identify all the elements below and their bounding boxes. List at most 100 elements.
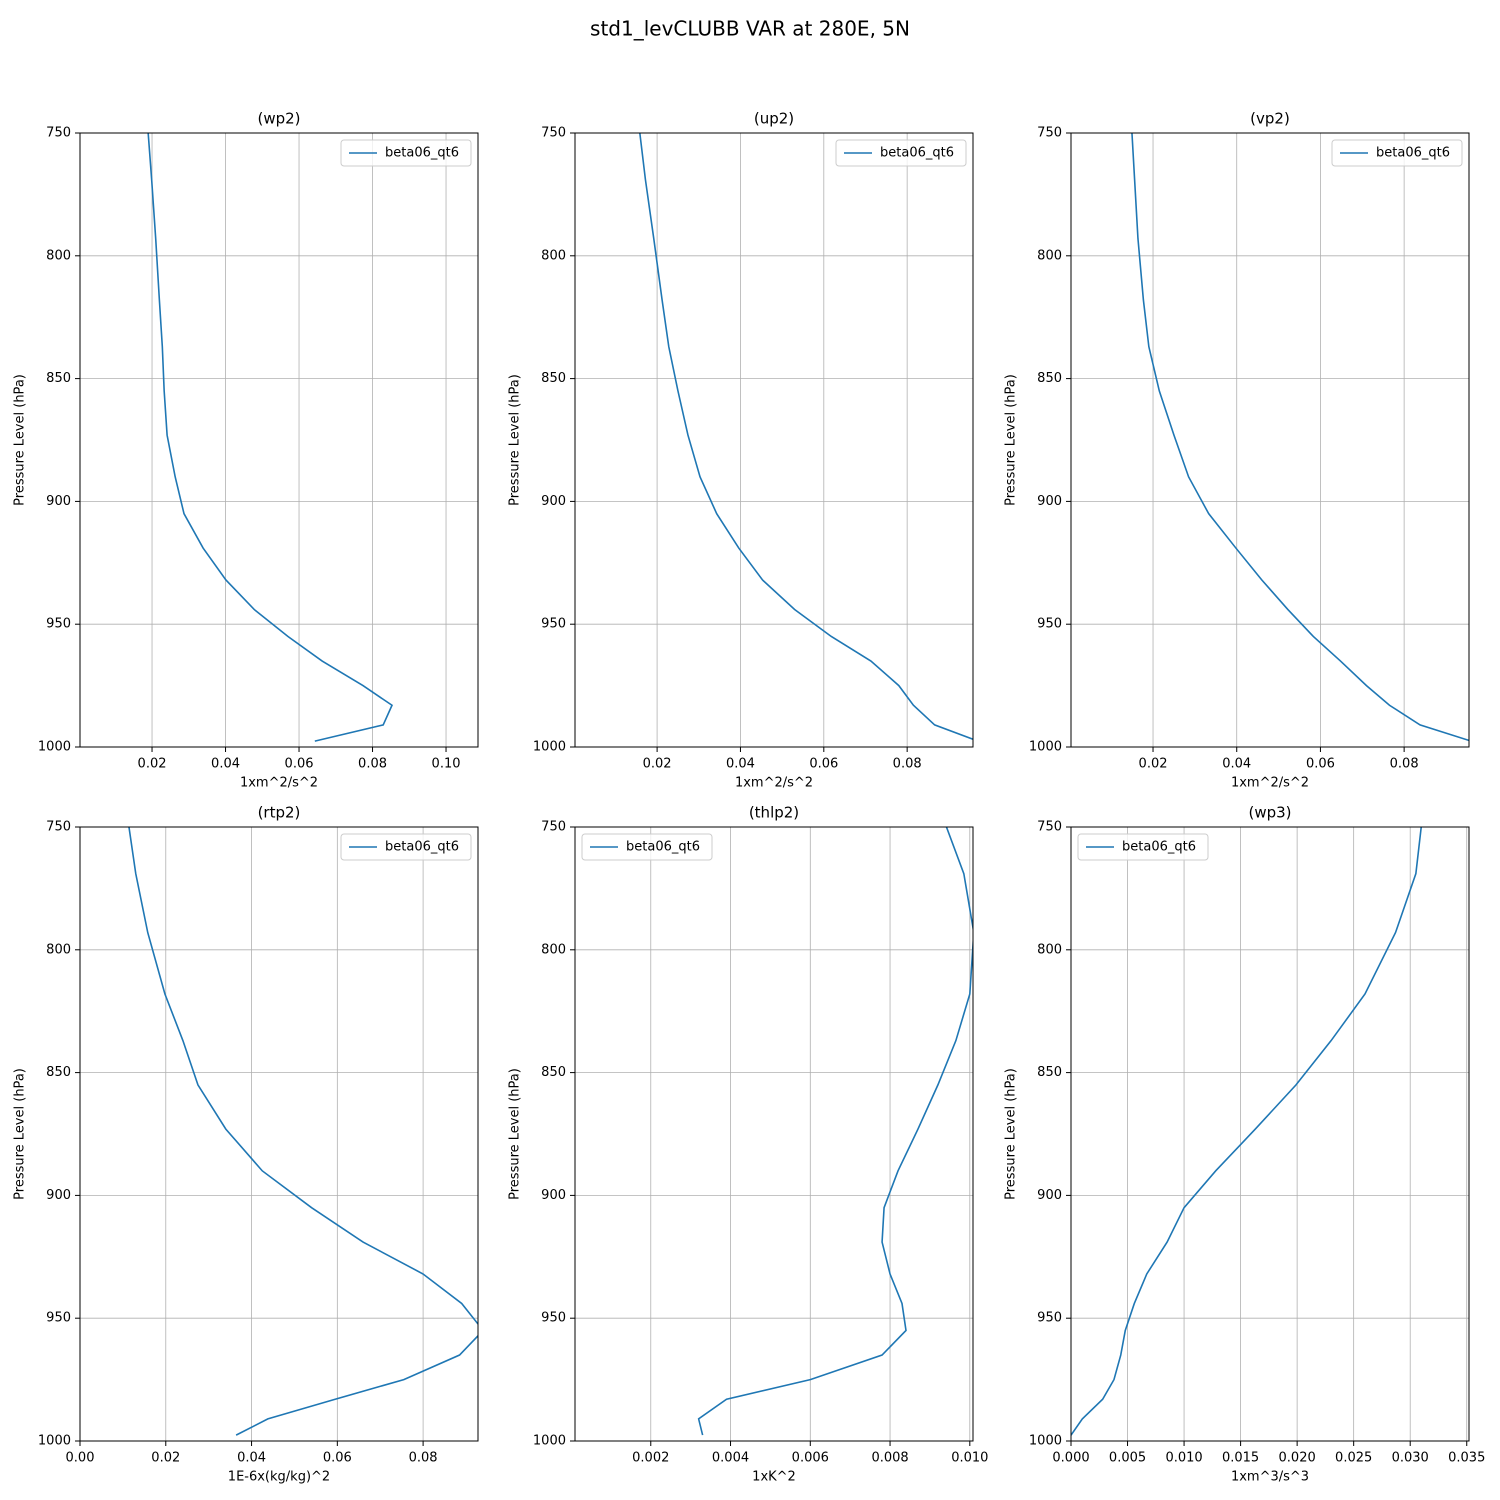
x-tick-label: 0.08 [1390, 757, 1419, 772]
x-axis-label: 1E-6x(kg/kg)^2 [228, 1470, 330, 1485]
legend-box [1077, 833, 1209, 861]
y-tick-label: 750 [46, 126, 71, 141]
data-line [147, 133, 394, 742]
legend-box [835, 139, 967, 167]
y-tick-label: 750 [46, 820, 71, 835]
y-tick-label: 900 [1037, 1188, 1062, 1203]
x-axis-label: 1xK^2 [752, 1470, 796, 1485]
x-tick-label: 0.020 [1279, 1451, 1316, 1466]
y-tick-label: 1000 [1029, 1434, 1062, 1449]
legend-label: beta06_qt6 [385, 146, 459, 161]
y-tick-label: 800 [46, 248, 71, 263]
legend-label: beta06_qt6 [626, 840, 700, 855]
y-tick-label: 950 [46, 1311, 71, 1326]
x-tick-label: 0.025 [1335, 1451, 1372, 1466]
y-axis-label: Pressure Level (hPa) [1004, 1068, 1019, 1200]
y-tick-label: 950 [541, 1311, 566, 1326]
axes-frame [574, 132, 974, 748]
y-tick-label: 750 [541, 126, 566, 141]
data-line [1131, 133, 1469, 742]
axes-frame [79, 132, 479, 748]
subplot-title: (up2) [754, 110, 794, 128]
x-tick-label: 0.06 [323, 1451, 352, 1466]
y-axis-label: Pressure Level (hPa) [508, 374, 523, 506]
x-tick-label: 0.06 [1306, 757, 1335, 772]
y-tick-label: 800 [1037, 248, 1062, 263]
axes-frame [574, 826, 974, 1442]
x-tick-label: 0.08 [893, 757, 922, 772]
y-tick-label: 1000 [533, 1434, 566, 1449]
x-tick-label: 0.04 [1222, 757, 1251, 772]
y-tick-label: 850 [1037, 371, 1062, 386]
y-tick-label: 750 [541, 820, 566, 835]
legend-box [1331, 139, 1463, 167]
y-tick-label: 950 [541, 617, 566, 632]
x-tick-label: 0.002 [632, 1451, 669, 1466]
data-line [697, 827, 973, 1436]
y-tick-label: 1000 [38, 1434, 71, 1449]
x-tick-label: 0.06 [285, 757, 314, 772]
x-tick-label: 0.015 [1222, 1451, 1259, 1466]
y-tick-label: 850 [46, 371, 71, 386]
y-axis-label: Pressure Level (hPa) [508, 1068, 523, 1200]
x-axis-label: 1xm^3/s^3 [1231, 1470, 1309, 1485]
data-line [128, 827, 478, 1436]
y-tick-label: 950 [1037, 1311, 1062, 1326]
legend-label: beta06_qt6 [385, 840, 459, 855]
x-tick-label: 0.04 [726, 757, 755, 772]
x-tick-label: 0.000 [1052, 1451, 1089, 1466]
subplot-title: (vp2) [1250, 110, 1290, 128]
subplot-title: (wp2) [257, 110, 300, 128]
x-tick-label: 0.030 [1392, 1451, 1429, 1466]
legend-label: beta06_qt6 [1376, 146, 1450, 161]
axes-frame [1070, 826, 1470, 1442]
x-tick-label: 0.04 [237, 1451, 266, 1466]
y-tick-label: 800 [541, 942, 566, 957]
x-tick-label: 0.08 [409, 1451, 438, 1466]
x-tick-label: 0.010 [1165, 1451, 1202, 1466]
x-tick-label: 0.010 [951, 1451, 988, 1466]
x-tick-label: 0.006 [792, 1451, 829, 1466]
axes-frame [1070, 132, 1470, 748]
x-axis-label: 1xm^2/s^2 [735, 776, 813, 791]
x-tick-label: 0.005 [1109, 1451, 1146, 1466]
y-tick-label: 800 [541, 248, 566, 263]
figure-title: std1_levCLUBB VAR at 280E, 5N [590, 17, 910, 41]
y-tick-label: 900 [541, 494, 566, 509]
y-tick-label: 750 [1037, 126, 1062, 141]
y-axis-label: Pressure Level (hPa) [13, 374, 28, 506]
legend-label: beta06_qt6 [1122, 840, 1196, 855]
axes-frame [79, 826, 479, 1442]
x-tick-label: 0.02 [138, 757, 167, 772]
x-axis-label: 1xm^2/s^2 [240, 776, 318, 791]
y-tick-label: 950 [1037, 617, 1062, 632]
y-tick-label: 900 [541, 1188, 566, 1203]
y-tick-label: 850 [46, 1065, 71, 1080]
y-tick-label: 850 [1037, 1065, 1062, 1080]
y-tick-label: 900 [46, 1188, 71, 1203]
y-tick-label: 850 [541, 1065, 566, 1080]
y-tick-label: 900 [46, 494, 71, 509]
subplot-title: (wp3) [1248, 804, 1291, 822]
x-tick-label: 0.04 [211, 757, 240, 772]
x-tick-label: 0.035 [1448, 1451, 1485, 1466]
y-tick-label: 850 [541, 371, 566, 386]
data-line [1071, 827, 1423, 1436]
x-axis-label: 1xm^2/s^2 [1231, 776, 1309, 791]
x-tick-label: 0.008 [871, 1451, 908, 1466]
x-tick-label: 0.02 [151, 1451, 180, 1466]
x-tick-label: 0.02 [1139, 757, 1168, 772]
legend-label: beta06_qt6 [880, 146, 954, 161]
y-tick-label: 900 [1037, 494, 1062, 509]
y-tick-label: 1000 [533, 740, 566, 755]
y-tick-label: 1000 [1029, 740, 1062, 755]
x-tick-label: 0.10 [432, 757, 461, 772]
x-tick-label: 0.00 [66, 1451, 95, 1466]
x-tick-label: 0.08 [358, 757, 387, 772]
y-tick-label: 750 [1037, 820, 1062, 835]
subplot-title: (rtp2) [258, 804, 301, 822]
legend-box [581, 833, 713, 861]
y-axis-label: Pressure Level (hPa) [13, 1068, 28, 1200]
x-tick-label: 0.02 [643, 757, 672, 772]
